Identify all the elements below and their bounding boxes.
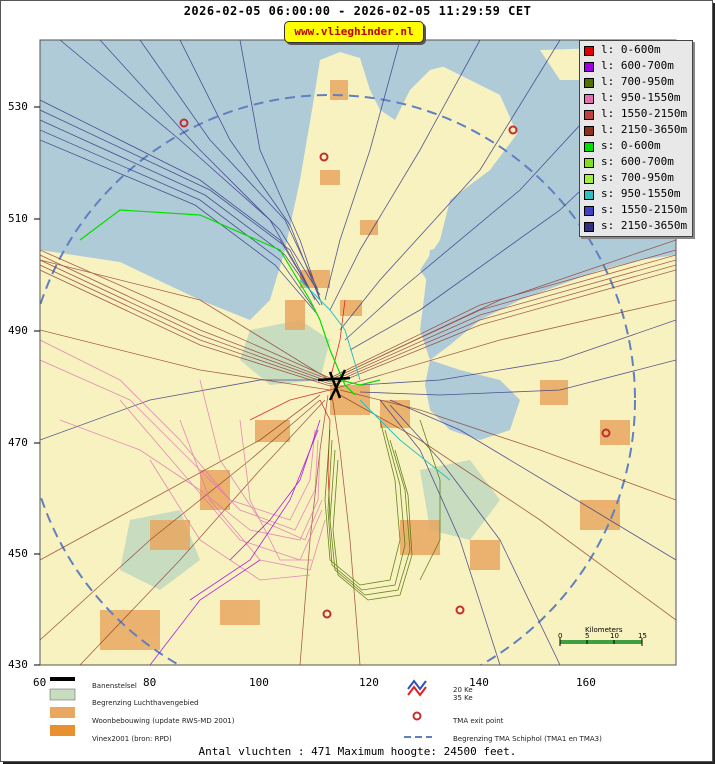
x-tick-label: 60 — [33, 676, 47, 689]
legend-swatch — [584, 46, 594, 56]
axis-ticks — [34, 106, 40, 666]
scale-tick-0: 0 — [558, 632, 562, 640]
legend-swatch — [584, 110, 594, 120]
legend-swatch — [584, 222, 594, 232]
legend-swatch — [584, 126, 594, 136]
flight-summary: Antal vluchten : 471 Maximum hoogte: 245… — [198, 745, 517, 758]
legend-label: l: 1550-2150m — [601, 107, 688, 120]
site-badge[interactable]: www.vlieghinder.nl — [284, 21, 424, 43]
runway-symbol — [50, 677, 75, 681]
x-tick-label: 160 — [576, 676, 596, 689]
legend-swatch — [584, 206, 594, 216]
legend-label: l: 0-600m — [601, 43, 661, 56]
key-ke20-label: 20 Ke — [453, 686, 473, 694]
legend-swatch — [584, 158, 594, 168]
key-housing-label: Woonbebouwing (update RWS-MD 2001) — [92, 717, 235, 725]
y-tick-label: 470 — [8, 436, 28, 449]
legend-label: l: 700-950m — [601, 75, 674, 88]
key-runway-label: Banenstelsel — [92, 682, 137, 690]
scale-bar-title: Kilometers — [585, 626, 623, 634]
key-tma-boundary-label: Begrenzing TMA Schiphol (TMA1 en TMA3) — [453, 735, 602, 743]
ijsselmeer — [420, 205, 676, 360]
legend-label: s: 1550-2150m — [601, 203, 688, 216]
legend-label: s: 0-600m — [601, 139, 661, 152]
map-key-symbols — [49, 677, 432, 738]
legend-swatch — [584, 174, 594, 184]
page-title: 2026-02-05 06:00:00 - 2026-02-05 11:29:5… — [183, 4, 532, 18]
legend-swatch — [584, 94, 594, 104]
tma-exit-symbol — [412, 711, 422, 721]
y-tick-label: 430 — [8, 658, 28, 671]
y-tick-label: 510 — [8, 212, 28, 225]
legend-label: l: 950-1550m — [601, 91, 681, 104]
scale-tick-10: 10 — [610, 632, 619, 640]
y-tick-label: 530 — [8, 100, 28, 113]
housing-symbol — [50, 707, 75, 718]
key-airport-label: Begrenzing Luchthavengebied — [92, 699, 199, 707]
scale-tick-15: 15 — [638, 632, 647, 640]
key-tma-exit-label: TMA exit point — [453, 717, 504, 725]
ke20-symbol — [407, 679, 427, 691]
x-tick-label: 140 — [469, 676, 489, 689]
scale-bar — [559, 638, 643, 646]
vinex-symbol — [50, 725, 75, 736]
legend-label: s: 2150-3650m — [601, 219, 688, 232]
map-key: Banenstelsel Begrenzing Luchthavengebied… — [40, 675, 676, 745]
y-tick-label: 450 — [8, 547, 28, 560]
urban-areas — [100, 80, 630, 650]
runway — [317, 369, 351, 401]
x-tick-label: 80 — [143, 676, 157, 689]
y-tick-label: 490 — [8, 324, 28, 337]
x-tick-label: 120 — [359, 676, 379, 689]
legend-label: s: 950-1550m — [601, 187, 681, 200]
scale-tick-5: 5 — [585, 632, 589, 640]
flight-tracks — [40, 40, 676, 665]
legend-label: l: 2150-3650m — [601, 123, 688, 136]
x-tick-label: 100 — [249, 676, 269, 689]
airport-boundary-symbol — [49, 688, 76, 701]
land-mainland — [40, 52, 676, 665]
ke35-symbol — [407, 685, 427, 697]
key-vinex-label: Vinex2001 (bron: RPD) — [92, 735, 172, 743]
legend-label: s: 700-950m — [601, 171, 674, 184]
legend-swatch — [584, 62, 594, 72]
legend-swatch — [584, 142, 594, 152]
key-ke35-label: 35 Ke — [453, 694, 473, 702]
legend-swatch — [584, 190, 594, 200]
legend-label: l: 600-700m — [601, 59, 674, 72]
legend-swatch — [584, 78, 594, 88]
altitude-legend: l: 0-600m l: 600-700m l: 700-950m l: 950… — [579, 40, 693, 237]
tma-exit-points — [179, 118, 611, 619]
legend-label: s: 600-700m — [601, 155, 674, 168]
tma-boundary — [40, 94, 636, 665]
